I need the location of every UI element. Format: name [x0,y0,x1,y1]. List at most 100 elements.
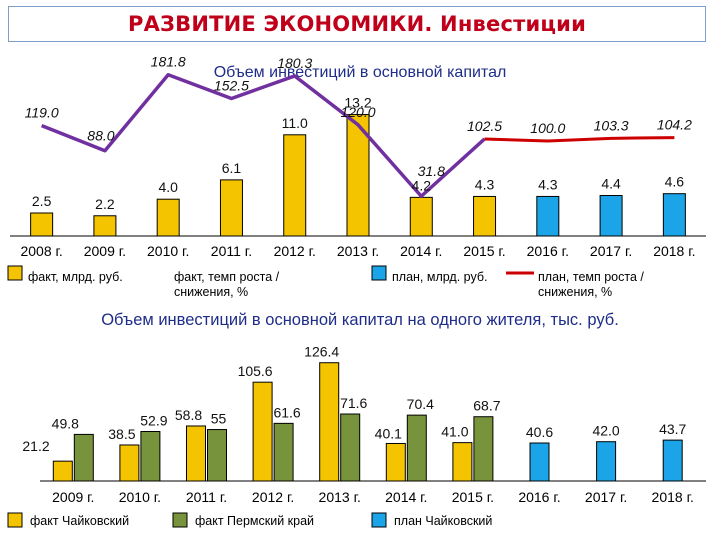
chart2-tick-label: 2017 г. [585,489,627,505]
chart2-tick-label: 2009 г. [52,489,94,505]
chart1-data-label: 13.2 [344,95,371,111]
chart1-data-label: 181.8 [151,54,186,70]
chart1-tick-label: 2008 г. [20,243,62,259]
chart2-data-label: 105.6 [238,363,273,379]
chart1-data-label: 120.0 [340,104,375,120]
chart1-tick-label: 2015 г. [463,243,505,259]
chart2-bar-perm [406,414,427,482]
chart2-bar-chaikovsky [385,442,406,482]
chart1-data-label: 6.1 [222,160,242,176]
chart1-data-label: 180.3 [277,55,312,71]
chart1-legend-label: снижения, % [538,285,612,299]
chart1-legend-label: факт, темп роста / [174,270,280,284]
chart1-data-label: 4.3 [538,176,558,192]
chart1-data-label: 4.6 [665,174,685,190]
chart1-bar-plan [662,193,686,237]
chart2-tick-label: 2011 г. [186,489,227,505]
chart2-legend-swatch [371,512,387,528]
chart2-title: Объем инвестиций в основной капитал на о… [101,311,619,329]
chart1-tick-label: 2018 г. [653,243,695,259]
chart2-legend-swatch [172,512,188,528]
chart2-bar-perm [207,429,227,482]
chart2-bar-chaikovsky [119,444,140,482]
chart2-data-label: 68.7 [473,398,500,414]
chart1-tick-label: 2010 г. [147,243,189,259]
chart1-data-label: 104.2 [657,117,692,133]
chart2-legend-swatch [7,512,23,528]
chart2-data-label: 42.0 [592,423,619,439]
chart1-data-label: 11.0 [282,115,308,131]
chart1-legend-label: факт, млрд. руб. [28,270,123,284]
chart2-legend-label: факт Пермский край [195,514,314,528]
chart2-legend-label: план Чайковский [394,514,492,528]
chart1-data-label: 152.5 [214,77,249,93]
chart1-data-label: 88.0 [87,128,114,144]
chart2-tick-label: 2010 г. [119,489,161,505]
chart1-tick-label: 2016 г. [527,243,569,259]
chart1-data-label: 103.3 [594,117,629,133]
chart2-bar-perm [140,431,161,482]
chart2-bar-perm [273,422,294,482]
chart1-data-label: 2.2 [95,196,115,212]
chart1-legend-label: снижения, % [174,285,248,299]
chart1-bar-plan [599,195,623,237]
chart2-bar-chaikovsky [319,362,340,482]
chart2-bar-plan [596,441,617,482]
chart1-legend-label: план, млрд. руб. [392,270,488,284]
chart2-tick-label: 2013 г. [319,489,361,505]
chart2-bar-plan [662,439,683,482]
chart1-data-label: 31.8 [418,163,445,179]
chart1-bar-plan [536,195,560,237]
chart2-data-label: 126.4 [304,344,339,360]
chart1-bar-fact [93,215,117,237]
page-title-box: РАЗВИТИЕ ЭКОНОМИКИ. Инвестиции [8,6,706,42]
chart1-legend-swatch [7,265,23,281]
chart1-bar-fact [219,179,243,237]
chart1-data-label: 119.0 [25,105,59,121]
chart2-bar-chaikovsky [252,381,273,482]
chart2-data-label: 21.2 [22,438,49,454]
chart1-tick-label: 2012 г. [274,243,316,259]
chart2-data-label: 40.1 [375,425,402,441]
chart1-bar-fact [473,195,497,237]
chart1-data-label: 102.5 [467,118,502,134]
chart2-data-label: 55 [211,411,227,427]
chart1-bar-fact [283,134,307,237]
chart1-bar-fact [30,212,54,237]
chart2-data-label: 52.9 [140,413,167,429]
chart1-data-label: 4.2 [412,177,432,193]
chart1-title: Объем инвестиций в основной капитал [214,64,507,81]
chart2-data-label: 38.5 [108,426,135,442]
chart2-tick-label: 2016 г. [518,489,560,505]
chart2-tick-label: 2014 г. [385,489,427,505]
chart1-bar-fact [156,198,180,237]
chart2-bar-chaikovsky [452,442,473,482]
chart1-line-plan [484,136,675,143]
chart1-data-label: 2.5 [32,193,52,209]
chart1-data-label: 4.4 [601,176,621,192]
chart2-bar-perm [340,413,361,482]
chart1-data-label: 100.0 [530,120,565,136]
chart1-bar-fact [409,196,433,237]
chart2-bar-plan [529,442,550,482]
chart2-data-label: 43.7 [659,421,686,437]
chart2-tick-label: 2015 г. [452,489,494,505]
chart2-tick-label: 2018 г. [652,489,694,505]
chart1-tick-label: 2009 г. [84,243,126,259]
chart1-tick-label: 2017 г. [590,243,632,259]
chart1-tick-label: 2014 г. [400,243,442,259]
chart2-bar-chaikovsky [186,425,206,482]
chart2-legend-label: факт Чайковский [30,514,129,528]
page-title: РАЗВИТИЕ ЭКОНОМИКИ. Инвестиции [127,12,586,36]
chart1-data-label: 4.0 [158,179,178,195]
chart1-line-fact [40,72,486,198]
chart2-data-label: 58.8 [175,407,202,423]
chart2-tick-label: 2012 г. [252,489,294,505]
chart2-data-label: 40.6 [526,424,553,440]
chart2-data-label: 61.6 [273,404,300,420]
chart1-data-label: 4.3 [475,176,495,192]
chart2-data-label: 49.8 [52,415,79,431]
chart1-tick-label: 2011 г. [211,243,252,259]
chart2-bar-perm [73,433,94,482]
